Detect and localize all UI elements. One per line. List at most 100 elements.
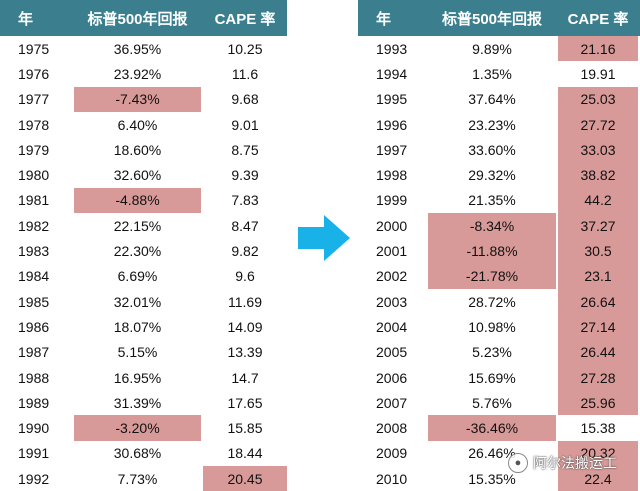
table-row: 2001 -11.88% 30.5 [358,238,640,264]
return-cell: 26.46% [468,445,516,462]
return-cell: 21.35% [468,192,516,209]
cape-cell: 11.69 [228,293,262,310]
watermark: ● 阿尔法搬运工 [508,450,617,476]
left-table-body: 1975 36.95% 10.25 1976 23.92% 11.6 1977 -7.43% 9… [0,36,287,491]
year-cell: 1978 [18,116,50,133]
cape-cell: 37.27 [558,213,638,239]
return-cell: -7.43% [74,86,201,112]
year-cell: 2003 [376,293,408,310]
year-cell: 1986 [18,318,50,335]
return-cell: -8.34% [428,213,556,239]
cape-cell: 21.16 [558,36,638,62]
cape-cell: 23.1 [558,263,638,289]
year-cell: 1995 [376,91,408,108]
header-return: 标普500年回报 [87,10,188,28]
cape-cell: 14.09 [227,318,263,335]
year-cell: 2004 [376,318,408,335]
return-cell: 32.60% [113,167,162,184]
return-cell: 6.40% [117,116,158,133]
table-row: 1980 32.60% 9.39 [0,162,287,187]
return-cell: 10.98% [468,318,516,335]
cape-cell: 11.6 [231,65,259,82]
table-row: 1994 1.35% 19.91 [358,61,640,86]
return-cell: 36.95% [113,40,162,57]
return-cell: 23.92% [113,65,162,82]
cape-cell: 15.85 [227,420,263,437]
return-cell: -36.46% [428,415,556,441]
table-row: 1997 33.60% 33.03 [358,137,640,163]
cape-cell: 25.03 [558,86,638,112]
return-cell: -21.78% [428,263,556,289]
return-cell: 7.73% [117,470,158,487]
header-return: 标普500年回报 [441,10,543,28]
table-row: 1978 6.40% 9.01 [0,112,287,137]
table-row: 2002 -21.78% 23.1 [358,263,640,289]
year-cell: 2009 [376,445,408,462]
year-cell: 1990 [18,420,50,437]
table-row: 1989 31.39% 17.65 [0,390,287,415]
table-row: 1990 -3.20% 15.85 [0,415,287,441]
table-row: 1975 36.95% 10.25 [0,36,287,61]
year-cell: 2005 [376,344,408,361]
return-cell: -11.88% [428,238,556,264]
table-row: 1998 29.32% 38.82 [358,162,640,188]
return-cell: 22.30% [113,243,162,260]
table-row: 2003 28.72% 26.64 [358,288,640,315]
cape-cell: 13.39 [227,344,263,361]
year-cell: 1996 [376,116,408,133]
cape-cell: 8.75 [231,141,259,158]
cape-cell: 27.72 [558,111,638,138]
year-cell: 2001 [376,243,408,260]
right-table: 年 标普500年回报 CAPE 率 1993 9.89% 21.16 1994 1.35… [358,0,640,491]
return-cell: 1.35% [472,65,512,82]
right-arrow-icon [298,215,350,261]
table-row: 2000 -8.34% 37.27 [358,213,640,239]
cape-cell: 27.28 [558,364,638,391]
cape-cell: 22.4 [558,466,638,491]
year-cell: 1999 [376,192,408,209]
return-cell: 5.15% [117,344,158,361]
year-cell: 1998 [376,167,408,184]
year-cell: 2002 [376,268,408,285]
return-cell: 28.72% [468,293,516,310]
cape-cell: 38.82 [558,162,638,188]
year-cell: 1988 [18,369,50,386]
year-cell: 1991 [18,445,50,462]
year-cell: 1981 [18,192,50,209]
year-cell: 1997 [376,141,408,158]
table-row: 2005 5.23% 26.44 [358,339,640,365]
year-cell: 1985 [18,293,50,310]
year-cell: 1993 [376,40,408,57]
year-cell: 1994 [376,65,408,82]
right-table-header: 年 标普500年回报 CAPE 率 [358,0,640,36]
left-table-header: 年 标普500年回报 CAPE 率 [0,0,287,36]
return-cell: 22.15% [113,217,162,234]
header-cape: CAPE 率 [214,10,276,28]
table-row: 1983 22.30% 9.82 [0,238,287,263]
return-cell: 15.35% [468,470,516,487]
return-cell: 5.76% [472,394,512,411]
year-cell: 1982 [18,217,50,234]
return-cell: -4.88% [74,187,201,214]
year-cell: 1984 [18,268,50,285]
year-cell: 1989 [18,394,50,411]
return-cell: 16.95% [113,369,162,386]
table-row: 2009 26.46% 20.32 [358,440,640,467]
table-row: 1984 6.69% 9.6 [0,264,287,289]
year-cell: 2007 [376,394,408,411]
cape-cell: 15.38 [580,420,616,437]
return-cell: 5.23% [472,344,512,361]
table-row: 1988 16.95% 14.7 [0,365,287,390]
year-cell: 1979 [18,141,50,158]
cape-cell: 14.7 [231,369,259,386]
table-row: 1993 9.89% 21.16 [358,36,640,62]
table-row: 1986 18.07% 14.09 [0,314,287,339]
cape-cell: 30.5 [558,238,638,264]
table-row: 1992 7.73% 20.45 [0,466,287,491]
cape-cell: 9.68 [231,91,259,108]
table-row: 1999 21.35% 44.2 [358,187,640,214]
cape-cell: 17.65 [227,394,263,411]
return-cell: 29.32% [468,167,516,184]
right-table-body: 1993 9.89% 21.16 1994 1.35% 19.91 1995 37.64% 25… [358,36,640,491]
table-row: 2004 10.98% 27.14 [358,314,640,340]
